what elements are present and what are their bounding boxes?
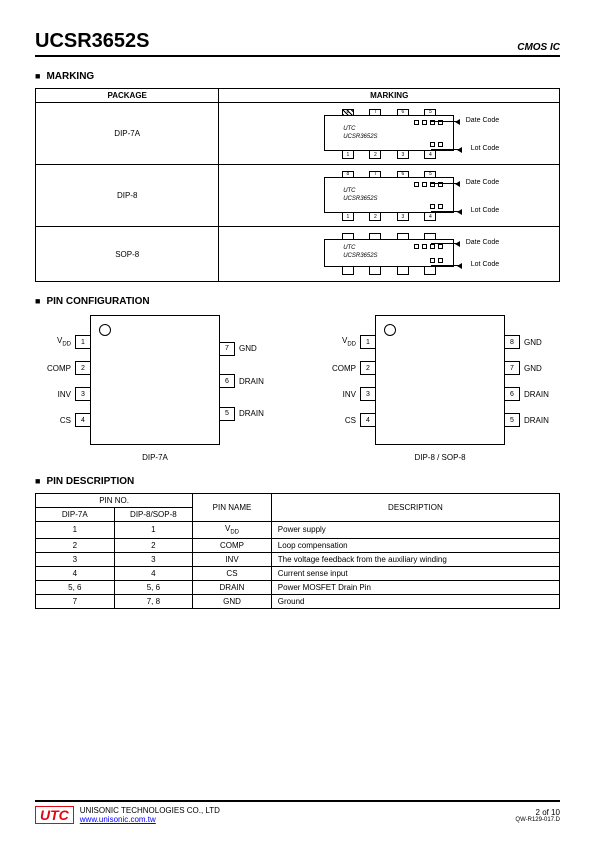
table-cell: The voltage feedback from the auxiliary … [271, 552, 559, 566]
pin-description-table: PIN NO. PIN NAME DESCRIPTION DIP-7A DIP-… [35, 493, 560, 609]
table-cell: Loop compensation [271, 538, 559, 552]
table-cell: 2 [114, 538, 193, 552]
part-number-title: UCSR3652S [35, 30, 150, 53]
pin-config-diagrams: VDD1COMP2INV3CS47GND6DRAIN5DRAIN DIP-7A … [35, 315, 560, 462]
marking-diagram-cell: 8765UTCUCSR3652S1234Date CodeLot Code [219, 103, 560, 165]
table-cell: Power supply [271, 522, 559, 539]
table-cell: 3 [114, 552, 193, 566]
table-cell: 7, 8 [114, 594, 193, 608]
company-name: UNISONIC TECHNOLOGIES CO., LTD [80, 806, 516, 815]
section-pindesc: PIN DESCRIPTION [35, 476, 560, 487]
package-cell: DIP-7A [36, 103, 219, 165]
diagram-dip8-sop8: VDD1COMP2INV3CS48GND7GND6DRAIN5DRAIN DIP… [320, 315, 560, 462]
marking-diagram-cell: 8765UTCUCSR3652S1234Date CodeLot Code [219, 165, 560, 227]
table-cell: INV [193, 552, 272, 566]
doc-code: QW-R129-017.D [515, 817, 560, 823]
table-cell: GND [193, 594, 272, 608]
package-cell: SOP-8 [36, 227, 219, 282]
company-logo: UTC [35, 806, 74, 824]
table-cell: CS [193, 566, 272, 580]
section-marking: MARKING [35, 71, 560, 82]
marking-diagram-cell: UTCUCSR3652SDate CodeLot Code [219, 227, 560, 282]
table-cell: Current sense input [271, 566, 559, 580]
table-cell: 5, 6 [36, 580, 115, 594]
table-cell: 7 [36, 594, 115, 608]
company-url[interactable]: www.unisonic.com.tw [80, 815, 156, 824]
table-cell: VDD [193, 522, 272, 539]
package-cell: DIP-8 [36, 165, 219, 227]
table-cell: 5, 6 [114, 580, 193, 594]
table-cell: 1 [36, 522, 115, 539]
table-cell: 4 [114, 566, 193, 580]
table-cell: DRAIN [193, 580, 272, 594]
page-footer: UTC UNISONIC TECHNOLOGIES CO., LTD www.u… [35, 800, 560, 824]
marking-table: PACKAGE MARKING DIP-7A8765UTCUCSR3652S12… [35, 88, 560, 282]
page-number: 2 of 10 [515, 808, 560, 817]
table-cell: 1 [114, 522, 193, 539]
page-header: UCSR3652S CMOS IC [35, 30, 560, 57]
col-package: PACKAGE [36, 89, 219, 103]
table-cell: 3 [36, 552, 115, 566]
doc-type: CMOS IC [517, 42, 560, 53]
table-cell: 4 [36, 566, 115, 580]
col-marking: MARKING [219, 89, 560, 103]
table-cell: Power MOSFET Drain Pin [271, 580, 559, 594]
diagram-dip7a: VDD1COMP2INV3CS47GND6DRAIN5DRAIN DIP-7A [35, 315, 275, 462]
section-pinconfig: PIN CONFIGURATION [35, 296, 560, 307]
table-cell: COMP [193, 538, 272, 552]
table-cell: Ground [271, 594, 559, 608]
table-cell: 2 [36, 538, 115, 552]
